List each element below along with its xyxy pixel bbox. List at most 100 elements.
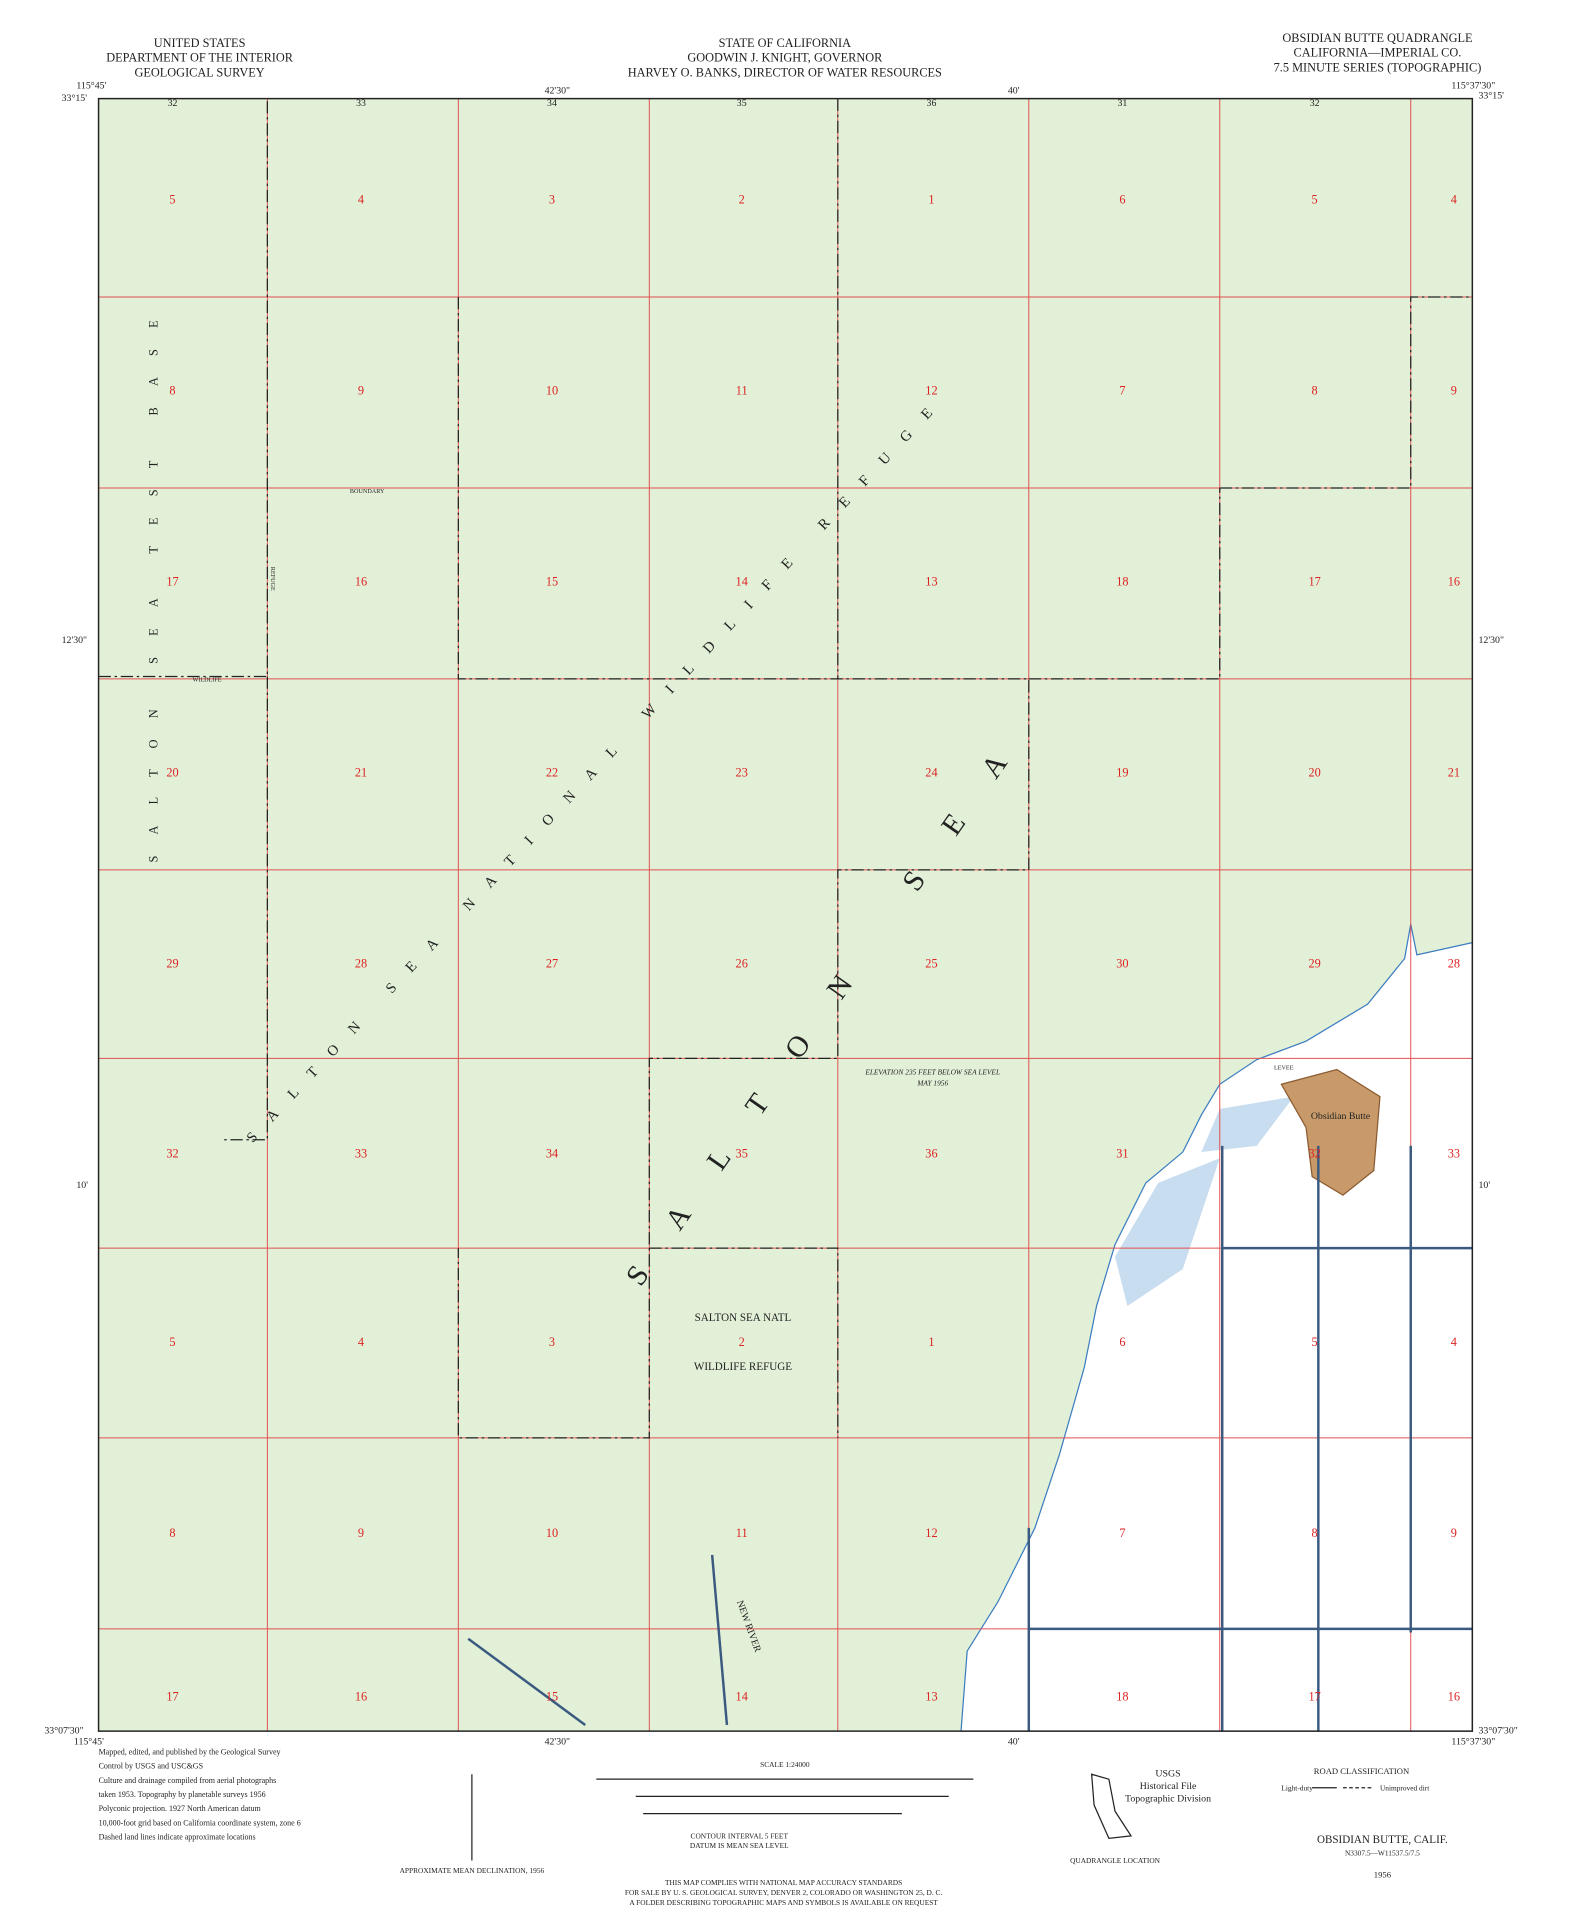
section-number: 35 [736, 1146, 748, 1160]
header-center: STATE OF CALIFORNIA [719, 36, 852, 50]
marsh [1115, 1096, 1294, 1307]
top-section: 31 [1118, 98, 1128, 109]
section-number: 15 [546, 1690, 558, 1704]
top-section: 35 [737, 98, 747, 109]
quad-year: 1956 [1374, 1870, 1392, 1880]
coord: 115°45' [76, 81, 106, 92]
coord: 33°15' [62, 93, 88, 104]
neatline [97, 97, 1474, 1732]
refuge-label: SALTON SEA NATL [695, 1312, 792, 1324]
section-number: 25 [925, 957, 937, 971]
section-number: 9 [358, 1526, 364, 1540]
section-number: 23 [736, 766, 748, 780]
declination: APPROXIMATE MEAN DECLINATION, 1956 [400, 1866, 545, 1875]
location: QUADRANGLE LOCATION [1070, 1856, 1161, 1865]
footer-note: Culture and drainage compiled from aeria… [99, 1776, 277, 1785]
section-number: 2 [739, 1335, 745, 1349]
section-number: 16 [355, 575, 367, 589]
section-number: 8 [1312, 1526, 1318, 1540]
section-number: 31 [1116, 1146, 1128, 1160]
top-section: 33 [356, 98, 366, 109]
header-left: UNITED STATES [154, 36, 246, 50]
road-title: ROAD CLASSIFICATION [1314, 1766, 1410, 1776]
header-left: DEPARTMENT OF THE INTERIOR [106, 51, 294, 65]
coord: 115°37'30" [1451, 1737, 1495, 1748]
section-number: 8 [1312, 384, 1318, 398]
section-number: 33 [1448, 1146, 1460, 1160]
section-number: 29 [166, 957, 178, 971]
boundary-label: WILDLIFE [192, 677, 221, 683]
coord: 115°37'30" [1451, 81, 1495, 92]
section-number: 1 [928, 193, 934, 207]
butte-label: Obsidian Butte [1311, 1111, 1371, 1122]
coord: 33°07'30" [44, 1726, 83, 1737]
section-number: 18 [1116, 575, 1128, 589]
section-number: 4 [358, 193, 364, 207]
section-number: 17 [166, 1690, 178, 1704]
section-number: 20 [1308, 766, 1320, 780]
section-number: 5 [169, 193, 175, 207]
footer-note: Polyconic projection. 1927 North America… [99, 1804, 262, 1813]
coord: 10' [76, 1180, 88, 1191]
section-number: 29 [1308, 957, 1320, 971]
header-right: OBSIDIAN BUTTE QUADRANGLE [1282, 31, 1472, 45]
section-number: 17 [166, 575, 178, 589]
section-number: 28 [355, 957, 367, 971]
coord: 12'30" [62, 635, 87, 646]
coord: 42'30" [545, 1737, 570, 1748]
footer-note: Mapped, edited, and published by the Geo… [99, 1748, 281, 1757]
section-number: 14 [736, 575, 748, 589]
coord: 40' [1008, 86, 1020, 97]
top-section: 32 [1310, 98, 1320, 109]
coord: 40' [1008, 1737, 1020, 1748]
section-number: 13 [925, 1690, 937, 1704]
section-number: 9 [358, 384, 364, 398]
header-right: CALIFORNIA—IMPERIAL CO. [1294, 46, 1462, 60]
coord: 33°07'30" [1479, 1726, 1518, 1737]
road-legend: Light-duty [1281, 1783, 1313, 1792]
section-number: 9 [1451, 1526, 1457, 1540]
section-number: 33 [355, 1146, 367, 1160]
section-number: 11 [736, 384, 748, 398]
footer-note: 10,000-foot grid based on California coo… [99, 1818, 301, 1827]
header-right: 7.5 MINUTE SERIES (TOPOGRAPHIC) [1274, 61, 1482, 75]
section-number: 5 [169, 1335, 175, 1349]
standards: A FOLDER DESCRIBING TOPOGRAPHIC MAPS AND… [629, 1898, 938, 1907]
header-left: GEOLOGICAL SURVEY [134, 65, 264, 79]
section-number: 21 [1448, 766, 1460, 780]
standards: THIS MAP COMPLIES WITH NATIONAL MAP ACCU… [665, 1878, 902, 1887]
footer-note: Dashed land lines indicate approximate l… [99, 1833, 256, 1842]
top-section: 36 [927, 98, 937, 109]
section-number: 18 [1116, 1690, 1128, 1704]
section-number: 7 [1119, 1526, 1125, 1540]
elevation: ELEVATION 235 FEET BELOW SEA LEVEL [864, 1067, 1000, 1076]
section-number: 17 [1308, 575, 1320, 589]
section-number: 24 [925, 766, 937, 780]
section-number: 4 [358, 1335, 364, 1349]
section-number: 22 [546, 766, 558, 780]
quad-name: OBSIDIAN BUTTE, CALIF. [1317, 1834, 1448, 1846]
section-number: 3 [549, 1335, 555, 1349]
california-outline [1090, 1773, 1133, 1839]
coord: 33°15' [1479, 91, 1505, 102]
section-number: 10 [546, 1526, 558, 1540]
quad-code: N3307.5—W11537.5/7.5 [1345, 1849, 1420, 1858]
section-number: 19 [1116, 766, 1128, 780]
section-number: 20 [166, 766, 178, 780]
boundary-label: BOUNDARY [350, 489, 385, 495]
section-number: 10 [546, 384, 558, 398]
scale-bars [596, 1778, 974, 1815]
scale: SCALE 1:24000 [760, 1760, 810, 1769]
section-number: 11 [736, 1526, 748, 1540]
section-number: 3 [549, 193, 555, 207]
section-number: 2 [739, 193, 745, 207]
section-number: 13 [925, 575, 937, 589]
levee-label: LEVEE [1274, 1065, 1294, 1071]
section-number: 5 [1312, 193, 1318, 207]
section-number: 32 [166, 1146, 178, 1160]
road-legend: Unimproved dirt [1380, 1783, 1429, 1792]
section-number: 30 [1116, 957, 1128, 971]
section-number: 8 [169, 1526, 175, 1540]
